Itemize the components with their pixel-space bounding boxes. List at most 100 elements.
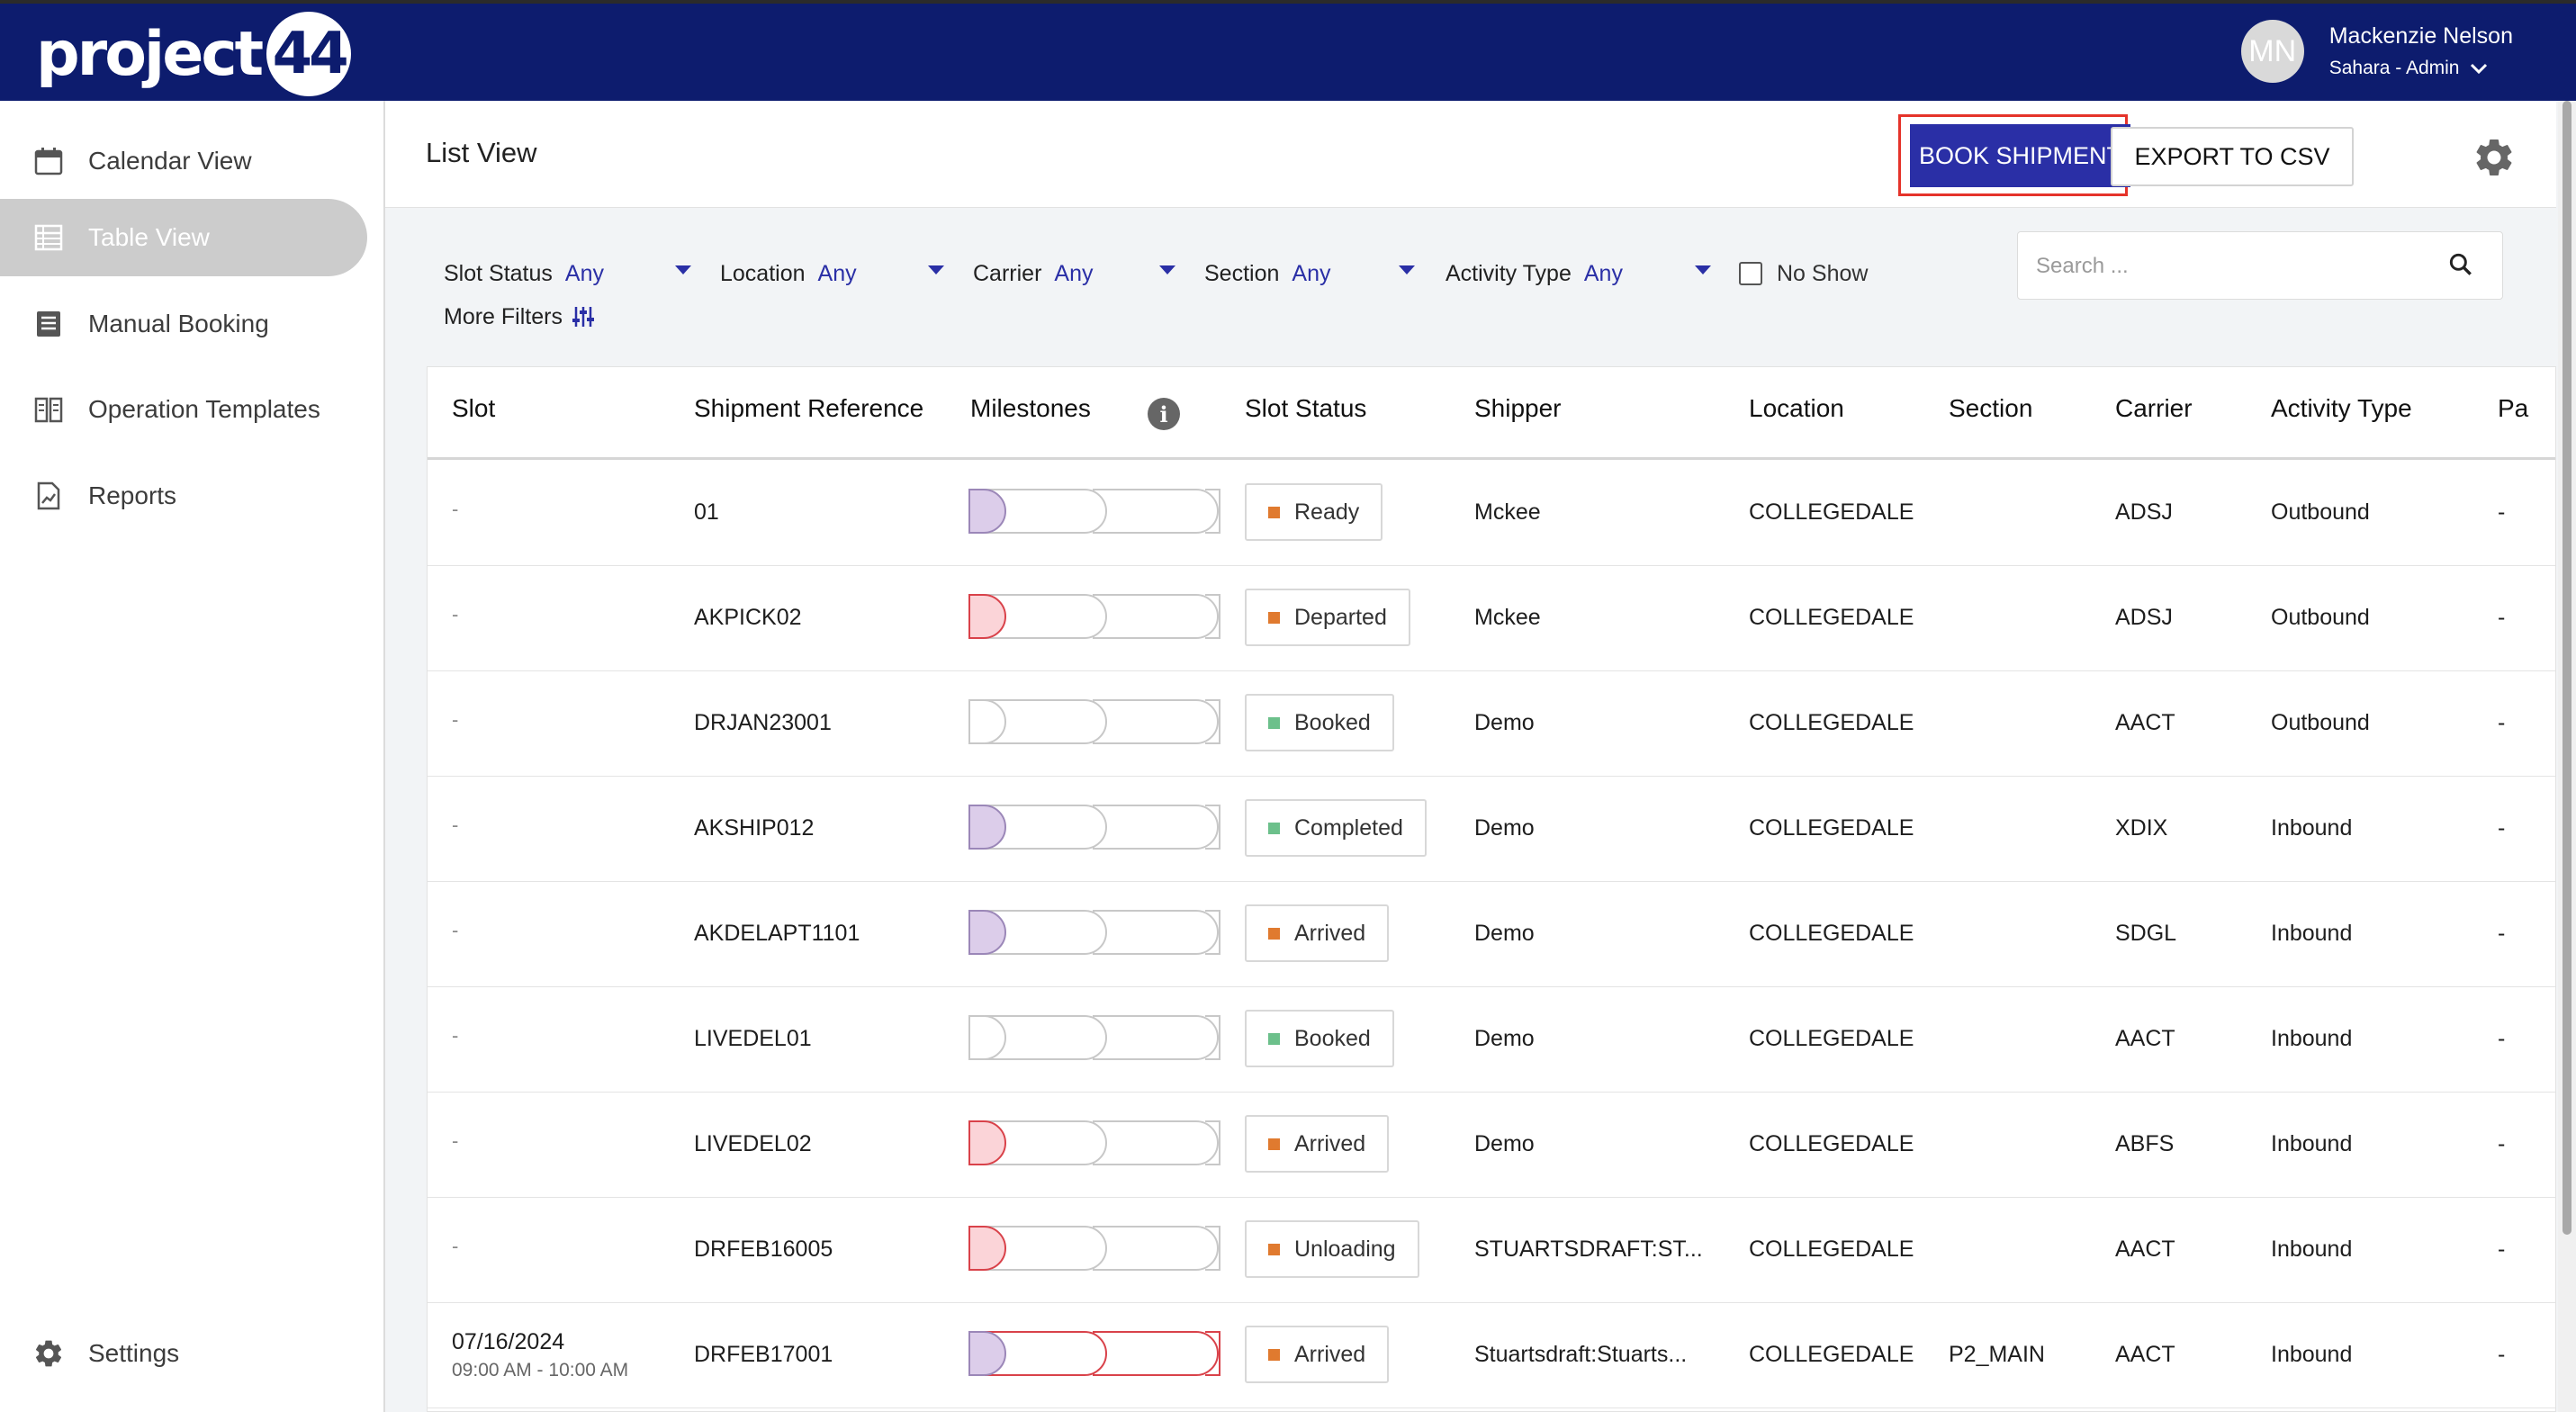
scrollbar-thumb[interactable] <box>2562 101 2571 1235</box>
more-filters-button[interactable]: More Filters <box>444 295 595 338</box>
sidebar-item-manual-booking[interactable]: Manual Booking <box>0 285 367 363</box>
no-show-filter[interactable]: No Show <box>1739 252 1868 295</box>
dropdown-arrow-icon[interactable] <box>1695 265 1711 274</box>
dropdown-arrow-icon[interactable] <box>1159 265 1175 274</box>
table-row[interactable]: - AKSHIP012 Completed Demo COLLEGEDALE XDIX In… <box>428 776 2555 882</box>
column-header-pa[interactable]: Pa <box>2498 394 2529 422</box>
milestones-progress[interactable] <box>968 1328 1221 1379</box>
avatar[interactable]: MN <box>2240 20 2304 83</box>
column-header-carrier[interactable]: Carrier <box>2115 394 2193 422</box>
milestones-progress[interactable] <box>968 1012 1221 1063</box>
sidebar-item-table-view[interactable]: Table View <box>0 199 367 276</box>
slot-cell: - <box>452 1129 459 1152</box>
search-box[interactable] <box>2017 231 2503 300</box>
filter-value: Any <box>1292 260 1331 286</box>
table-row[interactable]: - LIVEDEL02 Arrived Demo COLLEGEDALE ABFS Inbo… <box>428 1092 2555 1198</box>
filter-activity-type[interactable]: Activity Type Any <box>1446 252 1623 295</box>
user-name: Mackenzie Nelson <box>2328 23 2513 49</box>
shipment-reference[interactable]: DRJAN23001 <box>694 710 832 735</box>
table-row[interactable]: - DRFEB16005 Unloading STUARTSDRAFT:ST... CO… <box>428 1197 2555 1303</box>
column-header-activity-type[interactable]: Activity Type <box>2271 394 2412 422</box>
user-role-selector[interactable]: Sahara - Admin <box>2329 55 2513 82</box>
carrier-cell: AACT <box>2115 1342 2175 1367</box>
shipment-reference[interactable]: AKSHIP012 <box>694 815 815 841</box>
shipper-cell: Demo <box>1474 1131 1535 1156</box>
column-header-shipment-reference[interactable]: Shipment Reference <box>694 394 924 422</box>
status-indicator-icon <box>1268 1138 1280 1150</box>
user-menu[interactable]: MN Mackenzie Nelson Sahara - Admin <box>2240 20 2513 83</box>
milestone-segment <box>1093 489 1219 534</box>
milestones-progress[interactable] <box>968 907 1221 958</box>
milestone-segment <box>968 594 1006 639</box>
sidebar-item-reports[interactable]: Reports <box>0 457 367 535</box>
status-label: Unloading <box>1294 1236 1396 1262</box>
slot-cell: - <box>452 708 459 731</box>
column-header-shipper[interactable]: Shipper <box>1474 394 1562 422</box>
table-header: Slot Shipment Reference Milestones i Slo… <box>428 367 2555 460</box>
search-input[interactable] <box>2034 245 2434 288</box>
filter-carrier[interactable]: Carrier Any <box>973 252 1094 295</box>
info-icon[interactable]: i <box>1148 398 1180 430</box>
shipment-reference[interactable]: AKPICK02 <box>694 605 802 630</box>
sidebar-item-settings[interactable]: Settings <box>0 1315 367 1392</box>
search-icon[interactable] <box>2446 250 2475 279</box>
dropdown-arrow-icon[interactable] <box>1399 265 1415 274</box>
column-header-slot[interactable]: Slot <box>452 394 496 422</box>
location-cell: COLLEGEDALE <box>1749 710 1914 735</box>
milestones-progress[interactable] <box>968 1118 1221 1168</box>
dropdown-arrow-icon[interactable] <box>675 265 691 274</box>
shipment-reference[interactable]: DRFEB16005 <box>694 1237 833 1262</box>
milestones-progress[interactable] <box>968 697 1221 747</box>
table-row[interactable]: - DRJAN23001 Booked Demo COLLEGEDALE AACT Outb… <box>428 670 2555 777</box>
shipment-reference[interactable]: DRFEB17001 <box>694 1342 833 1367</box>
activity-type-cell: Outbound <box>2271 710 2370 735</box>
shipper-cell: Demo <box>1474 815 1535 841</box>
shipment-reference[interactable]: 01 <box>694 499 719 525</box>
milestones-progress[interactable] <box>968 591 1221 642</box>
filter-slot-status[interactable]: Slot Status Any <box>444 252 604 295</box>
logo-text: project <box>36 18 264 90</box>
sidebar-item-operation-templates[interactable]: Operation Templates <box>0 371 367 448</box>
carrier-cell: AACT <box>2115 1026 2175 1051</box>
export-to-csv-button[interactable]: EXPORT TO CSV <box>2111 127 2354 186</box>
sidebar-item-calendar-view[interactable]: Calendar View <box>0 122 367 200</box>
chevron-down-icon[interactable] <box>2470 62 2488 75</box>
shipment-reference[interactable]: LIVEDEL01 <box>694 1026 812 1051</box>
carrier-cell: ADSJ <box>2115 605 2173 630</box>
shipment-reference[interactable]: LIVEDEL02 <box>694 1131 812 1156</box>
book-shipment-button[interactable]: BOOK SHIPMENT <box>1910 124 2130 187</box>
sidebar-item-label: Reports <box>88 481 177 509</box>
column-header-slot-status[interactable]: Slot Status <box>1245 394 1367 422</box>
pa-cell: - <box>2498 921 2506 946</box>
milestone-segment <box>968 910 1006 955</box>
shipment-reference[interactable]: AKDELAPT1101 <box>694 921 860 946</box>
column-header-milestones[interactable]: Milestones <box>970 394 1091 422</box>
sliders-icon <box>572 307 594 327</box>
user-role: Sahara - Admin <box>2328 58 2460 78</box>
column-header-section[interactable]: Section <box>1949 394 2033 422</box>
gear-icon[interactable] <box>2472 135 2517 180</box>
table-row[interactable]: - AKDELAPT1101 Arrived Demo COLLEGEDALE SDGL I… <box>428 881 2555 987</box>
location-cell: COLLEGEDALE <box>1749 499 1914 525</box>
table-row[interactable]: - AKPICK02 Departed Mckee COLLEGEDALE ADSJ Out… <box>428 565 2555 671</box>
dropdown-arrow-icon[interactable] <box>928 265 944 274</box>
status-badge: Arrived <box>1245 1326 1390 1383</box>
table-row[interactable]: - 01 Ready Mckee COLLEGEDALE ADSJ Outbound - <box>428 460 2555 566</box>
project44-logo[interactable]: project 44 <box>36 12 352 96</box>
pa-cell: - <box>2498 605 2506 630</box>
vertical-scrollbar[interactable] <box>2558 101 2576 1412</box>
milestones-progress[interactable] <box>968 486 1221 536</box>
table-row[interactable]: 07/16/2024 09:00 AM - 10:00 AM DRFEB17001 A… <box>428 1302 2555 1408</box>
activity-type-cell: Inbound <box>2271 1026 2353 1051</box>
carrier-cell: AACT <box>2115 710 2175 735</box>
filter-value: Any <box>564 260 604 286</box>
no-show-checkbox[interactable] <box>1739 262 1762 285</box>
milestones-progress[interactable] <box>968 802 1221 852</box>
filter-location[interactable]: Location Any <box>720 252 857 295</box>
milestones-progress[interactable] <box>968 1223 1221 1273</box>
table-row[interactable]: - LIVEDEL01 Booked Demo COLLEGEDALE AACT Inbou… <box>428 986 2555 1093</box>
filter-section[interactable]: Section Any <box>1204 252 1330 295</box>
column-header-location[interactable]: Location <box>1749 394 1844 422</box>
carrier-cell: AACT <box>2115 1237 2175 1262</box>
activity-type-cell: Outbound <box>2271 605 2370 630</box>
